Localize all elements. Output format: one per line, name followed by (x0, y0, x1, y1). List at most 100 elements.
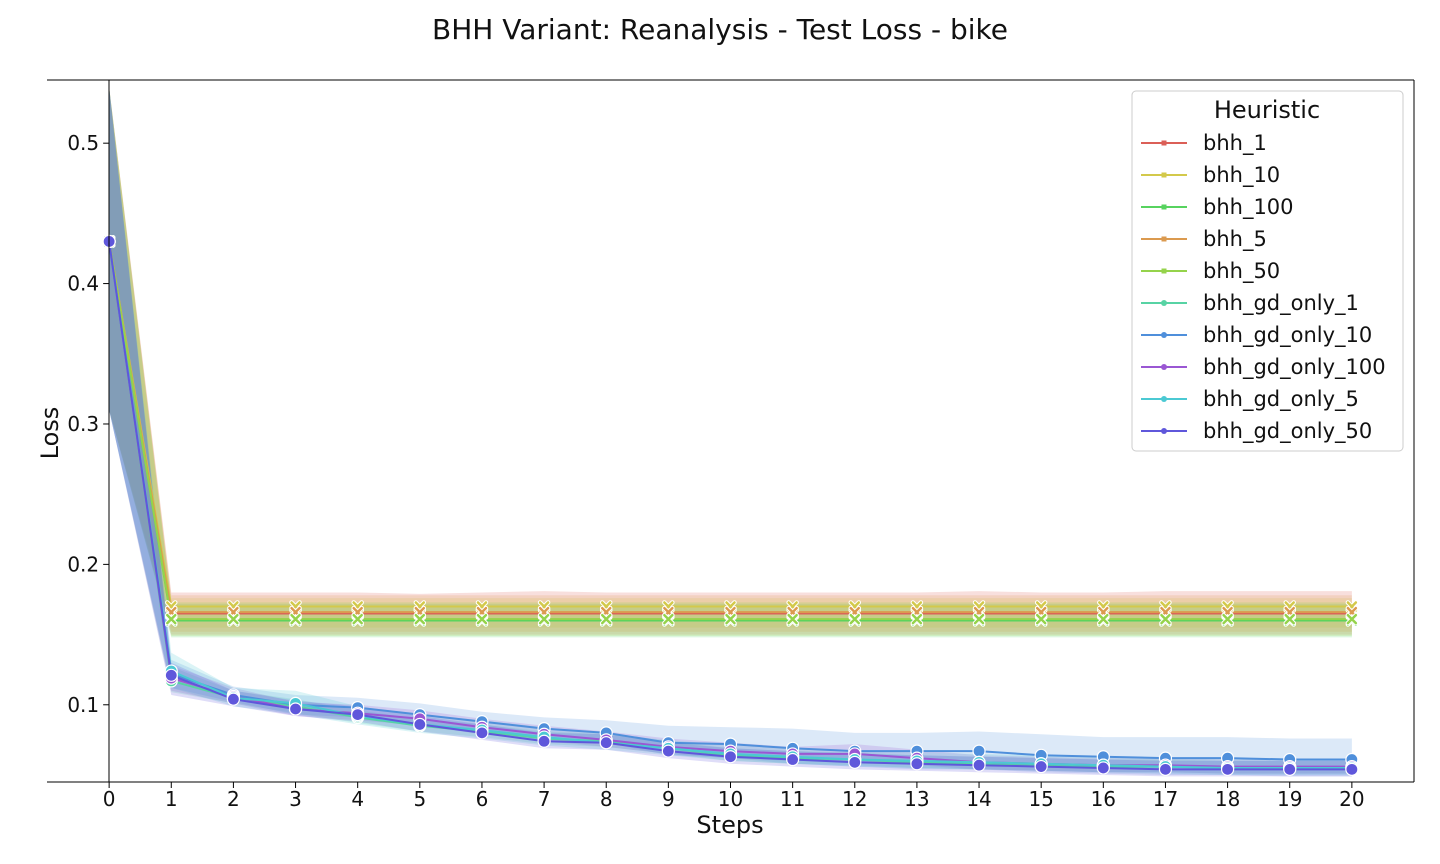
legend-swatch-marker (1161, 140, 1167, 146)
legend-swatch-marker (1161, 172, 1167, 178)
legend-label: bhh_gd_only_5 (1203, 387, 1359, 412)
point-bhh_50-9 (662, 612, 675, 626)
point-bhh_50-16 (1097, 612, 1110, 626)
x-tick-label: 4 (351, 787, 364, 811)
point-bhh_50-5 (413, 612, 427, 626)
point-bhh_50-11 (786, 612, 799, 626)
point-bhh_gd_only_50-11 (786, 752, 800, 767)
x-axis-label: Steps (696, 811, 763, 839)
x-tick-label: 9 (662, 787, 675, 811)
x-tick-label: 8 (600, 787, 613, 811)
legend-label: bhh_5 (1203, 227, 1267, 252)
point-bhh_50-7 (537, 612, 551, 626)
x-tick-label: 11 (780, 787, 805, 811)
legend-label: bhh_gd_only_100 (1203, 355, 1386, 380)
legend-item: bhh_gd_only_100 (1141, 355, 1386, 380)
x-tick-label: 15 (1028, 787, 1053, 811)
x-tick-label: 0 (103, 787, 116, 811)
point-bhh_gd_only_50-4 (351, 708, 365, 722)
chart-title: BHH Variant: Reanalysis - Test Loss - bi… (432, 13, 1008, 46)
legend-item: bhh_50 (1141, 259, 1280, 284)
point-bhh_50-20 (1345, 612, 1359, 626)
x-tick-label: 13 (904, 787, 929, 811)
point-bhh_gd_only_50-15 (1034, 759, 1048, 774)
legend-item: bhh_gd_only_50 (1141, 419, 1372, 444)
point-bhh_gd_only_50-12 (848, 755, 862, 769)
x-tick-label: 6 (476, 787, 489, 811)
point-bhh_gd_only_50-20 (1345, 762, 1359, 776)
legend-swatch-marker (1161, 332, 1167, 338)
point-bhh_50-17 (1159, 612, 1172, 626)
point-bhh_50-19 (1283, 612, 1296, 626)
point-bhh_gd_only_50-14 (972, 758, 986, 772)
x-tick-label: 1 (165, 787, 178, 811)
legend-item: bhh_10 (1141, 163, 1280, 188)
legend-swatch-marker (1161, 204, 1167, 210)
point-bhh_50-6 (475, 612, 489, 626)
legend-swatch-marker (1161, 364, 1167, 370)
y-tick-label: 0.5 (67, 131, 99, 155)
point-bhh_gd_only_50-19 (1283, 762, 1297, 776)
legend-swatch-marker (1161, 236, 1167, 242)
point-bhh_gd_only_50-7 (537, 734, 551, 748)
legend-title: Heuristic (1214, 96, 1320, 124)
y-tick-label: 0.4 (67, 272, 99, 296)
legend-swatch-marker (1161, 268, 1167, 274)
x-tick-label: 17 (1153, 787, 1178, 811)
x-tick-label: 10 (718, 787, 743, 811)
point-bhh_gd_only_50-16 (1096, 761, 1110, 775)
x-tick-label: 18 (1215, 787, 1240, 811)
point-bhh_gd_only_50-3 (288, 702, 303, 716)
legend-label: bhh_100 (1203, 195, 1294, 220)
legend-label: bhh_gd_only_1 (1203, 291, 1359, 316)
x-tick-label: 16 (1091, 787, 1116, 811)
point-bhh_gd_only_10-14 (972, 744, 986, 758)
point-bhh_gd_only_50-8 (599, 736, 613, 750)
point-bhh_50-13 (910, 612, 924, 626)
x-tick-label: 5 (413, 787, 426, 811)
x-tick-label: 14 (966, 787, 991, 811)
x-tick-label: 3 (289, 787, 302, 811)
point-bhh_gd_only_50-6 (475, 726, 489, 740)
series-markers (102, 234, 1359, 776)
legend-item: bhh_gd_only_5 (1141, 387, 1359, 412)
point-bhh_50-15 (1034, 612, 1048, 626)
y-tick-label: 0.1 (67, 693, 99, 717)
point-bhh_gd_only_50-10 (723, 750, 738, 764)
point-bhh_50-12 (848, 612, 862, 626)
x-tick-label: 19 (1277, 787, 1302, 811)
point-bhh_50-2 (227, 612, 240, 626)
x-tick-label: 7 (538, 787, 551, 811)
x-tick-label: 2 (227, 787, 240, 811)
legend-item: bhh_100 (1141, 195, 1294, 220)
legend-label: bhh_10 (1203, 163, 1280, 188)
point-bhh_gd_only_50-1 (164, 668, 178, 682)
legend-label: bhh_gd_only_50 (1203, 419, 1372, 444)
point-bhh_gd_only_50-18 (1220, 762, 1235, 776)
point-bhh_gd_only_50-5 (413, 717, 427, 732)
point-bhh_50-3 (289, 612, 302, 626)
x-tick-label: 20 (1339, 787, 1364, 811)
x-ticks: 0 1 2 3 4 5 6 7 8 9 10 11 12 13 14 15 16 17 18 19 20 (103, 782, 1365, 811)
legend-label: bhh_1 (1203, 131, 1267, 156)
x-tick-label: 12 (842, 787, 867, 811)
legend-swatch-marker (1161, 396, 1167, 402)
point-bhh_50-18 (1221, 612, 1234, 626)
y-tick-label: 0.3 (67, 412, 99, 436)
legend-item: bhh_1 (1141, 131, 1267, 156)
point-bhh_gd_only_50-9 (661, 744, 675, 758)
legend: Heuristic bhh_1 bhh_10 bhh_100 bhh_5 bhh_50b… (1131, 90, 1404, 452)
y-ticks: 0.1 0.2 0.3 0.4 0.5 (67, 131, 110, 717)
point-bhh_gd_only_50-13 (910, 757, 924, 771)
legend-item: bhh_gd_only_10 (1141, 323, 1372, 348)
legend-item: bhh_5 (1141, 227, 1267, 252)
y-axis-label: Loss (36, 407, 64, 460)
legend-swatch-marker (1161, 300, 1167, 306)
point-bhh_50-4 (351, 612, 364, 626)
legend-swatch-marker (1161, 428, 1167, 434)
point-bhh_50-14 (972, 612, 986, 626)
legend-box (1131, 90, 1404, 452)
point-bhh_50-10 (724, 612, 737, 626)
y-tick-label: 0.2 (67, 552, 99, 576)
